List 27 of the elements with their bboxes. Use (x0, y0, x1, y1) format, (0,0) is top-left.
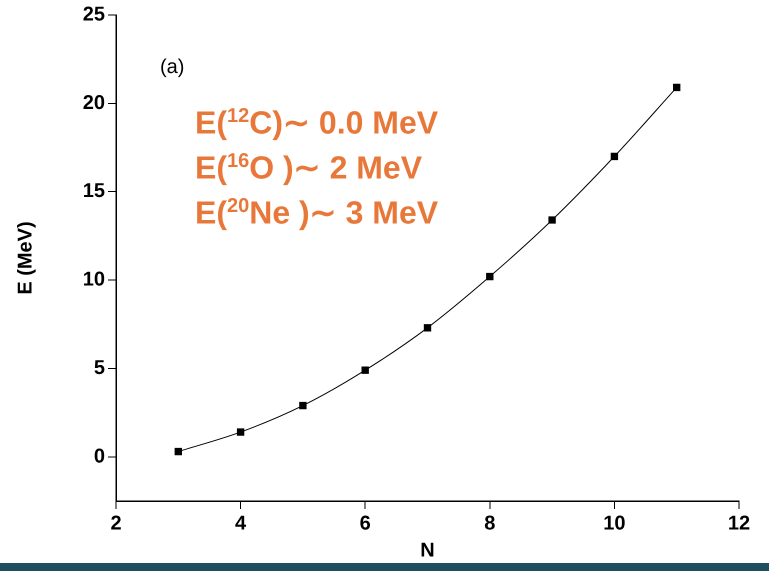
y-tick-label: 20 (82, 92, 105, 114)
point (174, 448, 182, 456)
x-tick-label: 12 (728, 512, 750, 535)
x-axis-title: N (420, 540, 435, 562)
point (610, 152, 618, 160)
x-tick-label: 4 (235, 512, 248, 535)
x-tick-label: 8 (484, 512, 496, 535)
point (362, 366, 369, 374)
annotation: (a) (160, 56, 184, 79)
point (548, 216, 556, 224)
point (424, 324, 432, 332)
annotation: E($^{20}$Ne )∼ 3 MeV (195, 194, 438, 233)
x-tick-label: 10 (603, 512, 626, 535)
x-tick-label: 6 (360, 512, 371, 535)
x-tick-label: 2 (110, 512, 122, 535)
y-tick-label: 0 (94, 445, 105, 468)
annotation: E($^{16}$O )∼ 2 MeV (195, 148, 422, 188)
y-tick-label: 25 (82, 4, 105, 26)
point (673, 84, 680, 92)
y-axis-title: E (MeV) (14, 221, 37, 295)
y-tick-label: 5 (94, 356, 105, 379)
annotation: E($^{12}$C)∼ 0.0 MeV (195, 104, 438, 143)
y-tick-label: 10 (82, 268, 105, 291)
point (486, 272, 494, 280)
point (299, 402, 307, 410)
point (236, 428, 244, 436)
y-tick-label: 15 (82, 180, 105, 202)
